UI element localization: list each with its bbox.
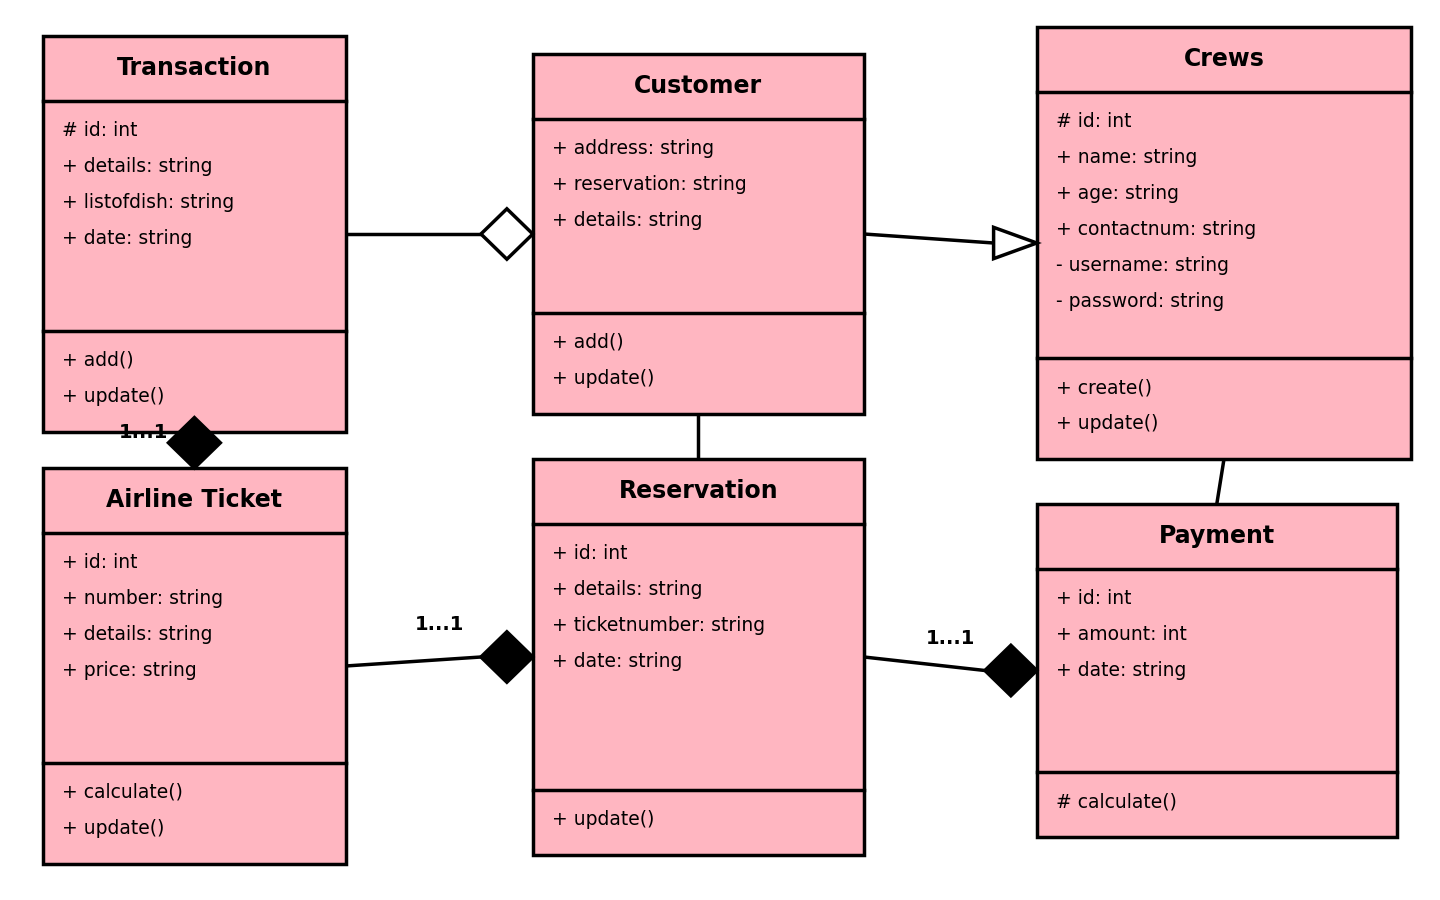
Text: 1...1: 1...1	[926, 629, 975, 648]
Text: + create(): + create()	[1056, 378, 1152, 397]
Text: + calculate(): + calculate()	[62, 783, 183, 802]
Text: # id: int: # id: int	[62, 121, 137, 140]
Text: + date: string: + date: string	[62, 229, 193, 248]
Text: 1...1: 1...1	[120, 422, 168, 442]
Text: + details: string: + details: string	[62, 625, 213, 643]
Bar	[1037, 27, 1411, 459]
Text: + update(): + update()	[1056, 414, 1158, 433]
Text: # calculate(): # calculate()	[1056, 792, 1176, 811]
Polygon shape	[168, 418, 220, 468]
Text: + number: string: + number: string	[62, 589, 223, 608]
Text: + details: string: + details: string	[552, 580, 703, 598]
Text: # id: int: # id: int	[1056, 112, 1130, 130]
Text: + update(): + update()	[552, 369, 654, 388]
Text: + add(): + add()	[552, 333, 624, 352]
Text: + details: string: + details: string	[62, 157, 213, 176]
Text: + id: int: + id: int	[1056, 589, 1130, 608]
Polygon shape	[481, 632, 533, 682]
Text: Airline Ticket: Airline Ticket	[107, 489, 282, 512]
Text: + ticketnumber: string: + ticketnumber: string	[552, 616, 765, 634]
Text: + add(): + add()	[62, 351, 134, 370]
Text: + details: string: + details: string	[552, 211, 703, 230]
Bar	[533, 54, 864, 414]
Text: 1...1: 1...1	[415, 616, 464, 634]
Polygon shape	[481, 209, 533, 259]
Bar	[43, 36, 346, 432]
Text: + update(): + update()	[552, 810, 654, 829]
Text: + age: string: + age: string	[1056, 184, 1178, 202]
Polygon shape	[994, 228, 1037, 258]
Text: Payment: Payment	[1159, 525, 1274, 548]
Text: + listofdish: string: + listofdish: string	[62, 193, 235, 212]
Text: Reservation: Reservation	[619, 480, 778, 503]
Text: Crews: Crews	[1184, 48, 1264, 71]
Text: + update(): + update()	[62, 819, 164, 838]
Text: + contactnum: string: + contactnum: string	[1056, 220, 1256, 238]
Text: + amount: int: + amount: int	[1056, 625, 1187, 643]
Text: Customer: Customer	[635, 75, 762, 98]
Text: + id: int: + id: int	[552, 544, 626, 562]
Bar	[533, 459, 864, 855]
Text: + date: string: + date: string	[552, 652, 683, 670]
Text: - password: string: - password: string	[1056, 292, 1224, 310]
Polygon shape	[985, 645, 1037, 696]
Text: Transaction: Transaction	[117, 57, 272, 80]
Bar	[43, 468, 346, 864]
Text: + price: string: + price: string	[62, 661, 197, 680]
Text: + date: string: + date: string	[1056, 661, 1187, 680]
Text: + id: int: + id: int	[62, 553, 137, 572]
Text: - username: string: - username: string	[1056, 256, 1228, 274]
Bar	[1037, 504, 1397, 837]
Text: + address: string: + address: string	[552, 139, 714, 158]
Text: + reservation: string: + reservation: string	[552, 175, 746, 194]
Text: + update(): + update()	[62, 387, 164, 406]
Text: + name: string: + name: string	[1056, 148, 1197, 166]
